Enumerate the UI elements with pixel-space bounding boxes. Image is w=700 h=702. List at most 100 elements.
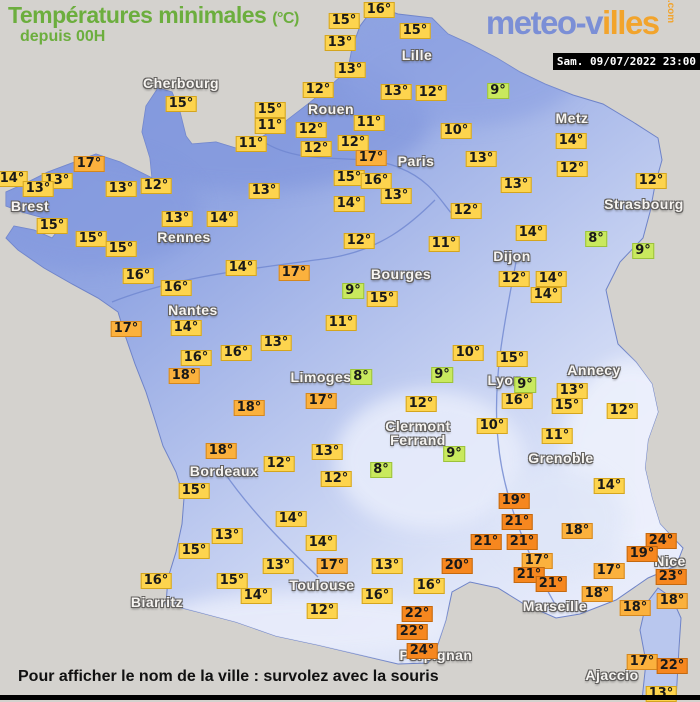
temp-badge[interactable]: 14° [275,511,307,527]
temp-badge[interactable]: 11° [353,115,385,131]
temp-badge[interactable]: 16° [180,350,212,366]
temp-badge[interactable]: 14° [225,260,257,276]
temp-badge[interactable]: 14° [530,287,562,303]
temp-badge[interactable]: 15° [496,351,528,367]
temp-badge[interactable]: 14° [0,171,28,187]
temp-badge[interactable]: 12° [337,135,369,151]
temp-badge[interactable]: 12° [295,122,327,138]
temp-badge[interactable]: 15° [216,573,248,589]
temp-badge[interactable]: 13° [248,183,280,199]
temp-badge[interactable]: 11° [254,118,286,134]
temp-badge[interactable]: 17° [521,553,553,569]
temp-badge[interactable]: 13° [380,84,412,100]
temp-badge[interactable]: 14° [206,211,238,227]
temp-badge[interactable]: 13° [262,558,294,574]
temp-badge[interactable]: 13° [380,188,412,204]
temp-badge[interactable]: 16° [122,268,154,284]
temp-badge[interactable]: 18° [561,523,593,539]
temp-badge[interactable]: 12° [300,141,332,157]
meteo-villes-logo[interactable]: meteo-villes .com [486,0,682,42]
temp-badge[interactable]: 12° [415,85,447,101]
temp-badge[interactable]: 13° [161,211,193,227]
temp-badge[interactable]: 13° [22,181,54,197]
temp-badge[interactable]: 22° [401,606,433,622]
temp-badge[interactable]: 9° [632,243,654,259]
temp-badge[interactable]: 10° [440,123,472,139]
temp-badge[interactable]: 16° [140,573,172,589]
temp-badge[interactable]: 14° [170,320,202,336]
temp-badge[interactable]: 15° [165,96,197,112]
temp-badge[interactable]: 16° [160,280,192,296]
temp-badge[interactable]: 17° [278,265,310,281]
temp-badge[interactable]: 13° [500,177,532,193]
temp-badge[interactable]: 9° [342,283,364,299]
temp-badge[interactable]: 10° [452,345,484,361]
temp-badge[interactable]: 14° [555,133,587,149]
temp-badge[interactable]: 12° [263,456,295,472]
temp-badge[interactable]: 14° [333,196,365,212]
temp-badge[interactable]: 18° [233,400,265,416]
temp-badge[interactable]: 14° [240,588,272,604]
temp-badge[interactable]: 15° [36,218,68,234]
temp-badge[interactable]: 20° [441,558,473,574]
temp-badge[interactable]: 18° [619,600,651,616]
temp-badge[interactable]: 12° [306,603,338,619]
temp-badge[interactable]: 13° [105,181,137,197]
temp-badge[interactable]: 12° [302,82,334,98]
temp-badge[interactable]: 17° [305,393,337,409]
temp-badge[interactable]: 10° [476,418,508,434]
temp-badge[interactable]: 9° [443,446,465,462]
temp-badge[interactable]: 18° [205,443,237,459]
temp-badge[interactable]: 13° [334,62,366,78]
temp-badge[interactable]: 13° [311,444,343,460]
temp-badge[interactable]: 21° [535,576,567,592]
temp-badge[interactable]: 19° [626,546,658,562]
temp-badge[interactable]: 9° [431,367,453,383]
temp-badge[interactable]: 15° [105,241,137,257]
temp-badge[interactable]: 17° [110,321,142,337]
temp-badge[interactable]: 16° [363,2,395,18]
temp-badge[interactable]: 17° [355,150,387,166]
temp-badge[interactable]: 11° [325,315,357,331]
temp-badge[interactable]: 22° [396,624,428,640]
temp-badge[interactable]: 17° [316,558,348,574]
temp-badge[interactable]: 16° [501,393,533,409]
temp-badge[interactable]: 17° [73,156,105,172]
temp-badge[interactable]: 15° [254,102,286,118]
temp-badge[interactable]: 12° [450,203,482,219]
temp-badge[interactable]: 15° [551,398,583,414]
temp-badge[interactable]: 11° [428,236,460,252]
temp-badge[interactable]: 17° [626,654,658,670]
temp-badge[interactable]: 15° [328,13,360,29]
temp-badge[interactable]: 12° [320,471,352,487]
temp-badge[interactable]: 12° [498,271,530,287]
temp-badge[interactable]: 13° [260,335,292,351]
temp-badge[interactable]: 16° [413,578,445,594]
temp-badge[interactable]: 13° [371,558,403,574]
temp-badge[interactable]: 12° [343,233,375,249]
temp-badge[interactable]: 21° [470,534,502,550]
temp-badge[interactable]: 12° [635,173,667,189]
temp-badge[interactable]: 15° [178,483,210,499]
temp-badge[interactable]: 12° [606,403,638,419]
temp-badge[interactable]: 18° [581,586,613,602]
temp-badge[interactable]: 18° [656,593,688,609]
temp-badge[interactable]: 14° [515,225,547,241]
temp-badge[interactable]: 19° [498,493,530,509]
temp-badge[interactable]: 24° [645,533,677,549]
temp-badge[interactable]: 11° [235,136,267,152]
temp-badge[interactable]: 21° [506,534,538,550]
temp-badge[interactable]: 14° [305,535,337,551]
temp-badge[interactable]: 15° [399,23,431,39]
temp-badge[interactable]: 15° [366,291,398,307]
temp-badge[interactable]: 9° [514,377,536,393]
temp-badge[interactable]: 16° [220,345,252,361]
temp-badge[interactable]: 13° [556,383,588,399]
temp-badge[interactable]: 12° [556,161,588,177]
temp-badge[interactable]: 15° [333,170,365,186]
temp-badge[interactable]: 8° [370,462,392,478]
temp-badge[interactable]: 24° [406,643,438,659]
temp-badge[interactable]: 13° [465,151,497,167]
temp-badge[interactable]: 11° [541,428,573,444]
temp-badge[interactable]: 14° [593,478,625,494]
